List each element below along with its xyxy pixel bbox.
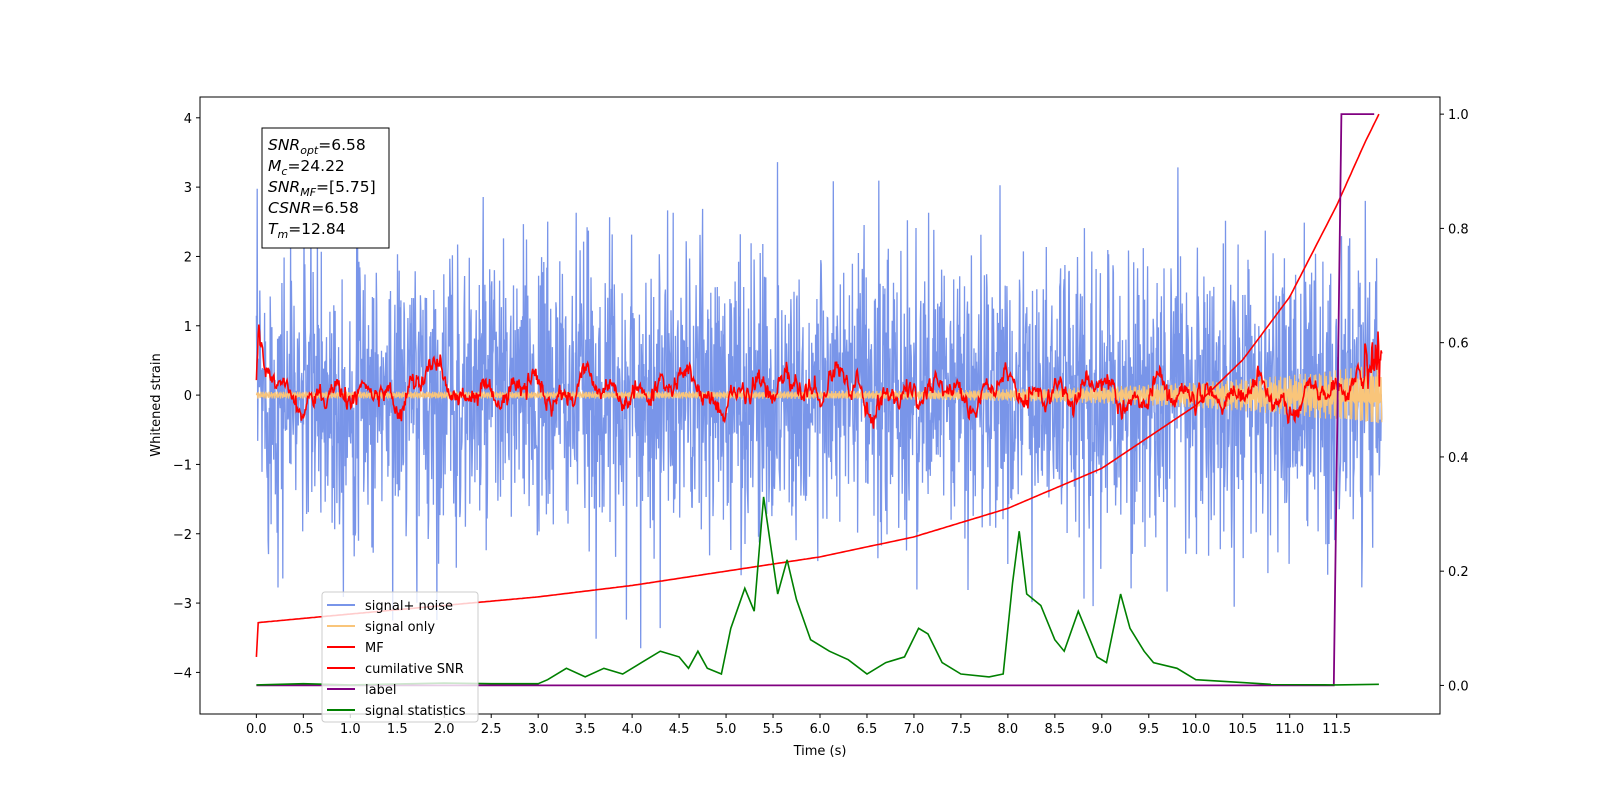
x-tick-label: 3.0 bbox=[528, 722, 549, 737]
x-tick-label: 5.5 bbox=[763, 722, 784, 737]
y-tick-label: −2 bbox=[173, 528, 192, 543]
x-tick-label: 5.0 bbox=[716, 722, 737, 737]
annotation-line: Tm=12.84 bbox=[268, 220, 346, 241]
x-tick-label: 0.5 bbox=[293, 722, 314, 737]
x-axis-ticks: 0.0 0.5 1.0 1.5 2.0 2.5 3.0 3.5 4.0 4.5 5.0 5.5 6.0 6… bbox=[246, 714, 1351, 737]
legend-label: cumilative SNR bbox=[365, 662, 464, 677]
x-tick-label: 0.0 bbox=[246, 722, 267, 737]
x-tick-label: 10.5 bbox=[1228, 722, 1257, 737]
x-tick-label: 11.5 bbox=[1322, 722, 1351, 737]
series-label bbox=[256, 113, 1375, 687]
x-tick-label: 11.0 bbox=[1275, 722, 1304, 737]
legend-label: MF bbox=[365, 641, 384, 656]
x-tick-label: 3.5 bbox=[575, 722, 596, 737]
series-signal-noise bbox=[255, 162, 1383, 649]
y-tick-label: 1 bbox=[184, 320, 192, 335]
x-tick-label: 1.0 bbox=[340, 722, 361, 737]
x-tick-label: 4.5 bbox=[669, 722, 690, 737]
x-tick-label: 8.5 bbox=[1045, 722, 1066, 737]
annotation-line: CSNR=6.58 bbox=[268, 199, 359, 217]
y2-tick-label: 0.4 bbox=[1448, 451, 1469, 466]
x-tick-label: 4.0 bbox=[622, 722, 643, 737]
y-axis-label: Whitened strain bbox=[149, 353, 164, 456]
annotation-frame bbox=[261, 127, 390, 249]
y-tick-label: −1 bbox=[173, 458, 192, 473]
y-tick-label: −3 bbox=[173, 597, 192, 612]
legend-frame bbox=[321, 591, 479, 723]
x-tick-label: 7.0 bbox=[904, 722, 925, 737]
legend-label: label bbox=[365, 683, 396, 698]
x-tick-label: 6.5 bbox=[857, 722, 878, 737]
y2-tick-label: 0.0 bbox=[1448, 679, 1469, 694]
annotation-line: SNRopt=6.58 bbox=[268, 136, 366, 157]
y-tick-label: 4 bbox=[184, 112, 192, 127]
x-tick-label: 2.5 bbox=[481, 722, 502, 737]
y-tick-label: 3 bbox=[184, 181, 192, 196]
x-tick-label: 9.0 bbox=[1091, 722, 1112, 737]
y-axis-left-ticks: 4 3 2 1 0 −1 −2 −3 −4 bbox=[173, 112, 200, 681]
y2-tick-label: 1.0 bbox=[1448, 108, 1469, 123]
y-tick-label: 2 bbox=[184, 250, 192, 265]
annotation-box: SNRopt=6.58Mc=24.22SNRMF=[5.75]CSNR=6.58… bbox=[261, 127, 390, 249]
legend: signal+ noise signal only MF cumilative SNR… bbox=[321, 591, 479, 723]
x-tick-label: 7.5 bbox=[951, 722, 972, 737]
x-tick-label: 8.0 bbox=[998, 722, 1019, 737]
series-mf bbox=[255, 324, 1383, 429]
y-axis-right-ticks: 1.0 0.8 0.6 0.4 0.2 0.0 bbox=[1440, 108, 1469, 694]
series-signal-statistics bbox=[256, 496, 1379, 686]
x-tick-label: 9.5 bbox=[1138, 722, 1159, 737]
y2-tick-label: 0.2 bbox=[1448, 565, 1469, 580]
legend-label: signal statistics bbox=[365, 704, 466, 719]
legend-label: signal only bbox=[365, 620, 435, 635]
x-tick-label: 1.5 bbox=[387, 722, 408, 737]
annotation-line: SNRMF=[5.75] bbox=[268, 178, 376, 199]
y2-tick-label: 0.6 bbox=[1448, 337, 1469, 352]
x-tick-label: 6.0 bbox=[810, 722, 831, 737]
y2-tick-label: 0.8 bbox=[1448, 222, 1469, 237]
x-axis-label: Time (s) bbox=[793, 744, 847, 759]
x-tick-label: 10.0 bbox=[1181, 722, 1210, 737]
legend-label: signal+ noise bbox=[365, 599, 453, 614]
y-tick-label: −4 bbox=[173, 666, 192, 681]
x-tick-label: 2.0 bbox=[434, 722, 455, 737]
annotation-line: Mc=24.22 bbox=[268, 157, 345, 178]
y-tick-label: 0 bbox=[184, 389, 192, 404]
